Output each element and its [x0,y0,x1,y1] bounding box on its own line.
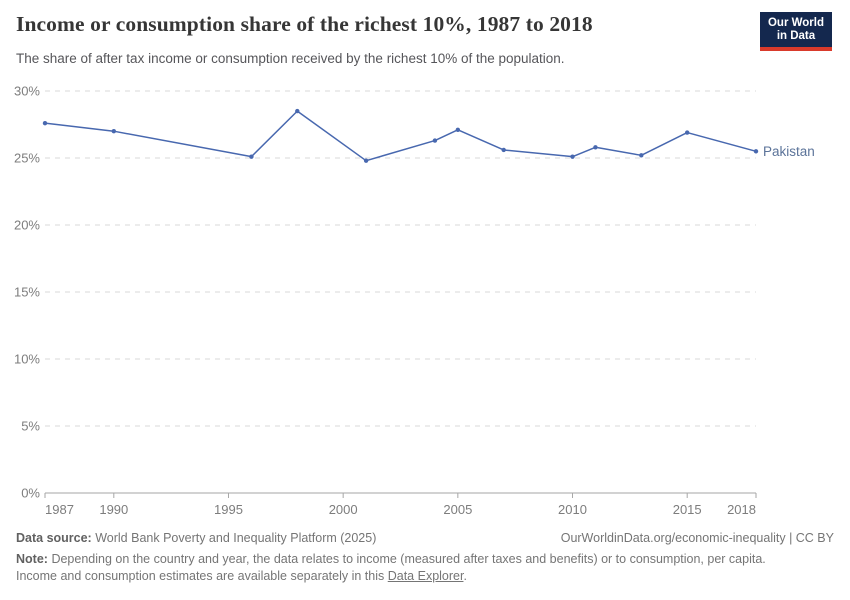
data-source-text: World Bank Poverty and Inequality Platfo… [95,531,377,545]
data-explorer-link[interactable]: Data Explorer [387,569,464,583]
data-point-2007[interactable] [501,147,506,153]
data-point-2011[interactable] [593,145,598,150]
note-line1: Depending on the country and year, the d… [51,551,766,566]
data-point-1990[interactable] [111,129,117,134]
data-point-2004[interactable] [432,138,438,143]
x-tick-label: 1990 [99,502,128,517]
data-point-2001[interactable] [363,158,369,163]
y-tick-label: 20% [14,218,40,233]
data-point-2010[interactable] [570,154,575,159]
y-tick-label: 30% [14,84,40,99]
y-tick-label: 0% [21,486,40,501]
data-point-2015[interactable] [684,130,690,135]
owid-logo[interactable]: Our World in Data [759,12,832,51]
x-tick-label: 2005 [443,502,472,517]
owid-logo-line1: Our World [767,17,824,29]
pakistan-line[interactable] [44,110,757,162]
data-point-1998[interactable] [295,108,300,114]
note-line2: Income and consumption estimates are ava… [16,569,388,583]
x-tick-label: 2000 [329,502,358,517]
data-point-2013[interactable] [639,153,644,158]
x-tick-label: 2018 [727,502,756,517]
note-label: Note: [16,551,48,566]
x-tick-label: 2010 [558,502,587,517]
chart-footer: Data source: World Bank Poverty and Ineq… [16,530,834,586]
data-point-2005[interactable] [455,127,461,133]
y-tick-label: 10% [14,352,40,367]
data-source: Data source: World Bank Poverty and Ineq… [16,530,376,548]
x-tick-label: 2015 [673,502,702,517]
x-tick-label: 1987 [45,502,74,517]
y-tick-label: 5% [21,419,40,434]
data-source-label: Data source: [16,531,92,545]
data-point-1996[interactable] [249,154,254,159]
y-tick-label: 25% [14,151,40,166]
chart-subtitle: The share of after tax income or consump… [16,51,565,66]
note-period: . [463,569,467,583]
owid-logo-line2: in Data [776,30,816,42]
data-point-2018[interactable] [753,149,759,154]
owid-attribution-link[interactable]: OurWorldinData.org/economic-inequality |… [560,531,834,545]
data-point-1987[interactable] [42,120,48,126]
chart-note: Note: Depending on the country and year,… [16,551,834,586]
entity-label-pakistan[interactable]: Pakistan [763,144,815,159]
y-tick-label: 15% [14,285,40,300]
chart-title: Income or consumption share of the riche… [16,12,593,36]
x-tick-label: 1995 [214,502,243,517]
